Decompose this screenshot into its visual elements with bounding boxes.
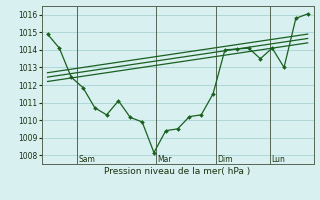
Text: Mar: Mar xyxy=(157,155,172,164)
Text: Lun: Lun xyxy=(271,155,285,164)
Text: Dim: Dim xyxy=(217,155,232,164)
X-axis label: Pression niveau de la mer( hPa ): Pression niveau de la mer( hPa ) xyxy=(104,167,251,176)
Text: Sam: Sam xyxy=(78,155,95,164)
